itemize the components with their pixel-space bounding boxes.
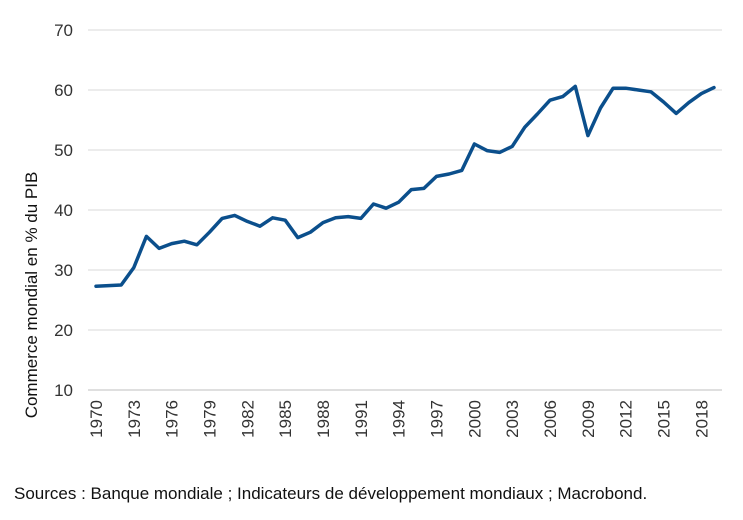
x-tick-label: 2009 bbox=[579, 400, 598, 438]
y-tick-label: 40 bbox=[54, 201, 73, 220]
x-tick-label: 1997 bbox=[428, 400, 447, 438]
y-axis-ticks: 10 20 30 40 50 60 70 bbox=[54, 21, 73, 400]
y-tick-label: 60 bbox=[54, 81, 73, 100]
x-tick-label: 2006 bbox=[541, 400, 560, 438]
x-tick-label: 1991 bbox=[352, 400, 371, 438]
y-tick-label: 30 bbox=[54, 261, 73, 280]
x-tick-label: 2000 bbox=[465, 400, 484, 438]
x-tick-label: 1994 bbox=[390, 400, 409, 438]
x-tick-label: 1982 bbox=[238, 400, 257, 438]
x-tick-label: 1976 bbox=[163, 400, 182, 438]
x-tick-label: 2012 bbox=[617, 400, 636, 438]
x-tick-label: 1979 bbox=[201, 400, 220, 438]
x-tick-label: 2015 bbox=[655, 400, 674, 438]
y-tick-label: 10 bbox=[54, 381, 73, 400]
x-tick-label: 1988 bbox=[314, 400, 333, 438]
source-note: Sources : Banque mondiale ; Indicateurs … bbox=[14, 484, 648, 503]
y-tick-label: 50 bbox=[54, 141, 73, 160]
y-axis-label: Commerce mondial en % du PIB bbox=[22, 172, 41, 419]
x-tick-label: 1973 bbox=[125, 400, 144, 438]
y-tick-label: 20 bbox=[54, 321, 73, 340]
gridlines bbox=[88, 29, 722, 331]
x-tick-label: 1985 bbox=[276, 400, 295, 438]
x-tick-label: 2018 bbox=[692, 400, 711, 438]
x-axis-ticks: 1970 1973 1976 1979 1982 1985 1988 1991 1994 1997… bbox=[87, 400, 711, 438]
x-tick-label: 1970 bbox=[87, 400, 106, 438]
x-tick-label: 2003 bbox=[503, 400, 522, 438]
series-line bbox=[94, 84, 716, 288]
y-tick-label: 70 bbox=[54, 21, 73, 40]
